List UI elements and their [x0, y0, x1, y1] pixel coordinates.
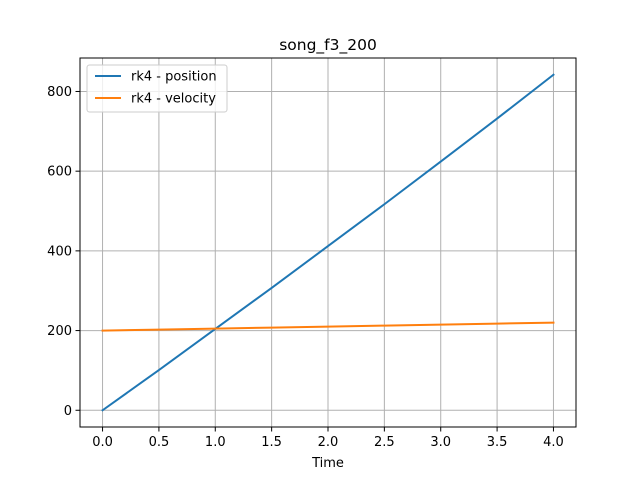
- axis-ticks: 0.0 0.5 1.0 1.5 2.0 2.5 3.0 3.5 4.0 0 200 400 600 800: [47, 85, 564, 450]
- legend-label-position: rk4 - position: [131, 70, 217, 85]
- y-tick-label: 200: [47, 324, 72, 339]
- x-tick-label: 1.0: [205, 435, 226, 450]
- legend-frame: [86, 64, 228, 113]
- legend: rk4 - position rk4 - velocity: [86, 64, 228, 113]
- series-lines: [101, 73, 555, 412]
- x-axis-title: Time: [311, 456, 344, 471]
- x-tick-label: 3.0: [430, 435, 451, 450]
- y-tick-label: 400: [47, 244, 72, 259]
- x-tick-label: 2.0: [318, 435, 339, 450]
- x-tick-label: 4.0: [543, 435, 564, 450]
- x-tick-label: 0.5: [149, 435, 170, 450]
- x-tick-label: 1.5: [261, 435, 282, 450]
- series-line-velocity: [101, 321, 555, 332]
- x-tick-label: 0.0: [92, 435, 113, 450]
- legend-label-velocity: rk4 - velocity: [131, 92, 216, 107]
- y-tick-label: 800: [47, 85, 72, 100]
- series-line-position: [101, 73, 555, 412]
- y-tick-label: 0: [64, 404, 72, 419]
- y-tick-label: 600: [47, 165, 72, 180]
- grid-lines: [80, 58, 576, 427]
- x-tick-label: 2.5: [374, 435, 395, 450]
- x-tick-label: 3.5: [487, 435, 508, 450]
- chart-title: song_f3_200: [279, 36, 377, 55]
